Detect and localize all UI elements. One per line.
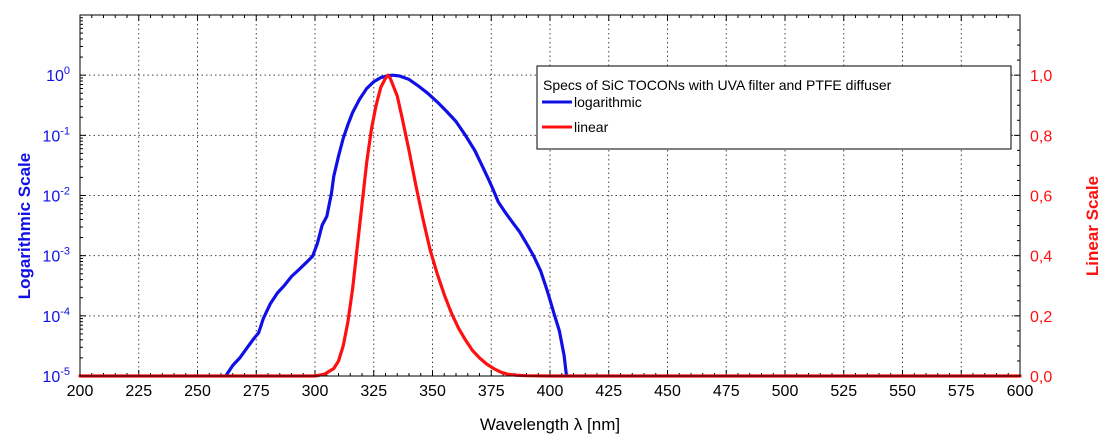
x-tick-label: 400: [537, 383, 564, 400]
x-tick-label: 300: [302, 383, 329, 400]
series-line-linear: [78, 73, 1022, 378]
x-tick-label: 275: [243, 383, 270, 400]
y-left-tick-label: 10-4: [42, 306, 70, 326]
x-tick-label: 225: [125, 383, 152, 400]
legend: Specs of SiC TOCONs with UVA filter and …: [536, 65, 1012, 150]
x-tick-label: 425: [595, 383, 622, 400]
y-right-tick-label: 0,4: [1030, 249, 1052, 266]
y-left-axis-title: Logarithmic Scale: [15, 153, 34, 299]
y-left-tick-label: 10-5: [42, 366, 70, 386]
y-right-axis-title: Linear Scale: [1083, 176, 1100, 276]
y-left-tick-label: 10-3: [42, 246, 70, 266]
y-left-tick-label: 100: [46, 65, 70, 85]
y-right-tick-labels: 0,0 0,2 0,4 0,6 0,8 1,0: [1030, 68, 1052, 386]
x-tick-label: 350: [419, 383, 446, 400]
x-tick-label: 375: [478, 383, 505, 400]
x-axis-title: Wavelength λ [nm]: [480, 415, 620, 434]
x-tick-label: 500: [772, 383, 799, 400]
legend-box: [536, 65, 1012, 150]
plot-frame: [79, 14, 1021, 377]
legend-label-logarithmic: logarithmic: [574, 94, 642, 110]
x-tick-label: 475: [713, 383, 740, 400]
x-tick-label: 325: [360, 383, 387, 400]
x-tick-label: 575: [948, 383, 975, 400]
x-tick-label: 550: [889, 383, 916, 400]
y-right-tick-label: 0,2: [1030, 309, 1052, 326]
y-left-tick-labels: 10-5 10-4 10-3 10-2 10-1 100: [42, 65, 70, 386]
y-right-tick-label: 0,6: [1030, 189, 1052, 206]
series-lines: [78, 73, 1022, 378]
y-left-tick-label: 10-1: [42, 125, 70, 145]
y-right-tick-label: 0,8: [1030, 128, 1052, 145]
x-tick-label: 525: [830, 383, 857, 400]
y-right-tick-label: 1,0: [1030, 68, 1052, 85]
series-line-logarithmic: [224, 73, 569, 378]
legend-label-linear: linear: [574, 119, 609, 135]
x-tick-label: 600: [1007, 383, 1034, 400]
legend-title: Specs of SiC TOCONs with UVA filter and …: [543, 77, 892, 93]
x-tick-labels: 200 225 250 275 300 325 350 375 400 425 450 475 500 5…: [67, 383, 1034, 400]
x-tick-label: 450: [654, 383, 681, 400]
y-right-tick-label: 0,0: [1030, 369, 1052, 386]
x-tick-label: 250: [184, 383, 211, 400]
x-tick-label: 200: [67, 383, 94, 400]
y-left-tick-label: 10-2: [42, 186, 70, 206]
